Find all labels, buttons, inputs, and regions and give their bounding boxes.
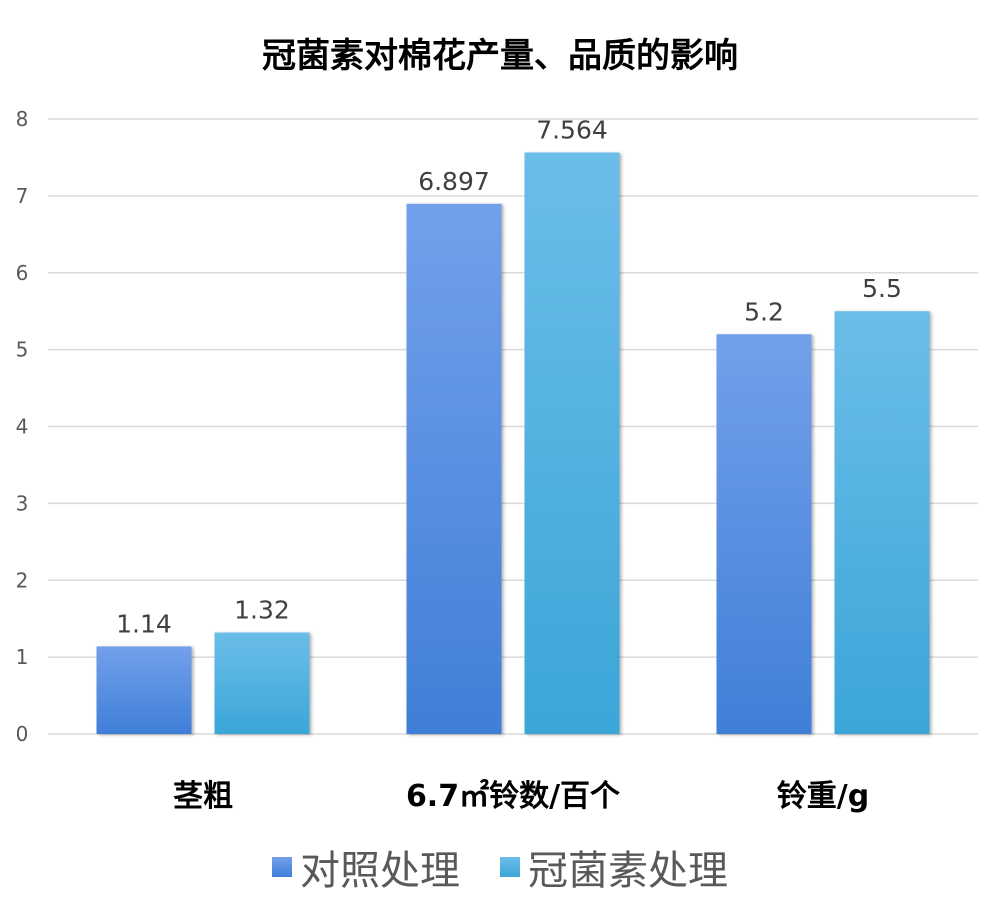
bar: [834, 311, 930, 734]
legend-swatch-control: [272, 857, 292, 877]
data-label: 1.14: [116, 609, 172, 638]
legend-item-control: 对照处理: [272, 838, 460, 896]
data-label: 7.564: [536, 116, 608, 145]
bar: [214, 632, 310, 734]
bar: [524, 152, 620, 734]
y-tick-label: 3: [16, 491, 29, 515]
legend-label-coronatine: 冠菌素处理: [528, 848, 728, 894]
legend: 对照处理 冠菌素处理: [0, 838, 1000, 896]
y-tick-label: 2: [16, 568, 29, 592]
chart-title: 冠菌素对棉花产量、品质的影响: [262, 36, 738, 76]
y-tick-label: 4: [16, 415, 29, 439]
bar: [406, 203, 502, 735]
data-label: 5.5: [862, 274, 902, 303]
y-tick-label: 5: [16, 338, 29, 362]
bar: [716, 334, 812, 734]
legend-label-control: 对照处理: [300, 848, 460, 894]
legend-item-coronatine: 冠菌素处理: [500, 838, 728, 896]
y-tick-label: 8: [16, 107, 29, 131]
bar: [96, 646, 192, 734]
data-label: 1.32: [234, 596, 290, 625]
legend-swatch-coronatine: [500, 857, 520, 877]
data-label: 6.897: [418, 167, 490, 196]
x-tick-label: 6.7㎡铃数/百个: [406, 779, 621, 814]
data-label: 5.2: [744, 297, 784, 326]
y-tick-label: 6: [16, 261, 29, 285]
x-tick-label: 茎粗: [173, 779, 233, 814]
x-tick-label: 铃重/g: [777, 779, 869, 814]
y-tick-label: 7: [16, 184, 29, 208]
y-tick-label: 0: [16, 722, 29, 746]
y-tick-label: 1: [16, 645, 29, 669]
